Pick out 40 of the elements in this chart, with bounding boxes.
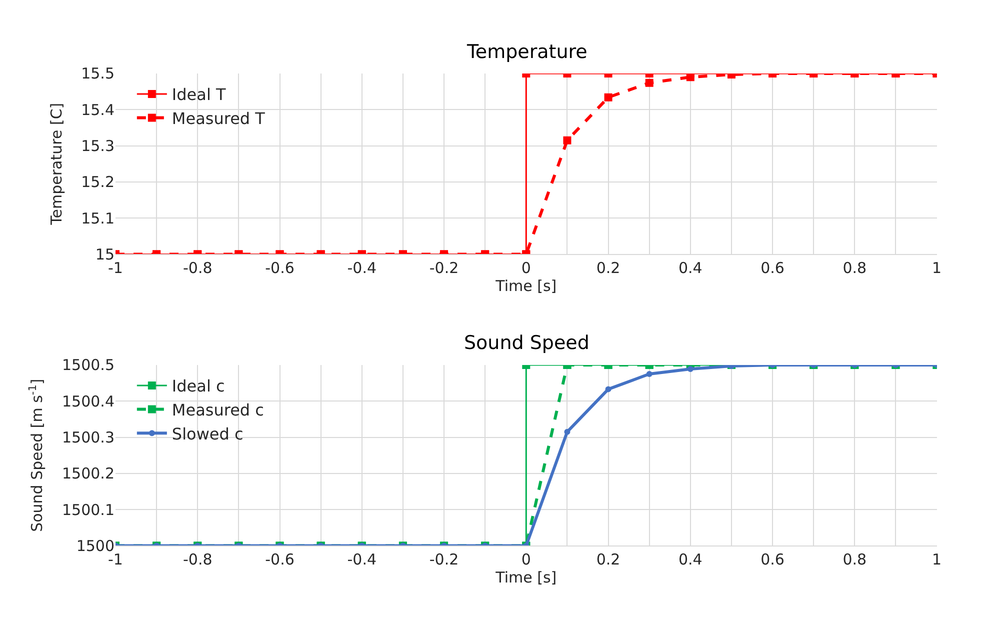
- y-tick-label: 15.3: [81, 137, 114, 156]
- x-tick-label: 0: [521, 550, 531, 569]
- x-tick-label: 0.2: [596, 259, 620, 278]
- y-tick-label: 1500.5: [62, 356, 114, 374]
- y-tick-label: 15.5: [81, 64, 114, 83]
- y-tick-label: 15.4: [81, 100, 114, 119]
- x-tick-label: 0.4: [678, 259, 702, 278]
- y-tick-label: 15.2: [81, 173, 114, 192]
- x-tick-label: 0.2: [596, 550, 620, 569]
- legend-label: Measured T: [172, 109, 266, 128]
- x-tick-label: -0.4: [347, 550, 377, 569]
- x-tick-label: -0.6: [265, 259, 294, 278]
- y-tick-label: 1500.1: [62, 500, 114, 519]
- x-tick-label: 1: [932, 259, 942, 278]
- chart-title: Sound Speed: [464, 332, 590, 354]
- x-tick-label: -0.8: [182, 550, 212, 569]
- legend-label: Measured c: [172, 400, 264, 420]
- y-tick-label: 15.1: [81, 209, 114, 228]
- x-tick-label: 1: [932, 550, 942, 569]
- legend-label: Slowed c: [172, 424, 244, 444]
- y-tick-label: 1500.2: [62, 464, 114, 483]
- x-tick-label: 0: [521, 259, 531, 278]
- x-tick-label: -0.4: [347, 259, 377, 278]
- x-tick-label: 0.8: [842, 550, 867, 569]
- x-tick-label: 0.8: [842, 259, 867, 278]
- x-axis-title: Time [s]: [494, 277, 557, 296]
- y-tick-label: 1500.3: [62, 428, 114, 447]
- y-tick-label: 1500.4: [62, 392, 114, 410]
- x-tick-label: -0.8: [182, 259, 212, 278]
- x-tick-label: 0.6: [760, 259, 784, 278]
- x-axis-title: Time [s]: [494, 568, 557, 587]
- x-tick-label: -0.6: [265, 550, 294, 569]
- legend-label: Ideal c: [172, 376, 225, 396]
- chart-title: Temperature: [466, 41, 588, 63]
- y-axis-title: Temperature [C]: [47, 102, 66, 226]
- x-tick-label: 0.4: [678, 550, 702, 569]
- x-tick-label: 0.6: [760, 550, 784, 569]
- x-tick-label: -0.2: [429, 259, 459, 278]
- x-tick-label: -0.2: [429, 550, 459, 569]
- legend-label: Ideal T: [172, 85, 226, 104]
